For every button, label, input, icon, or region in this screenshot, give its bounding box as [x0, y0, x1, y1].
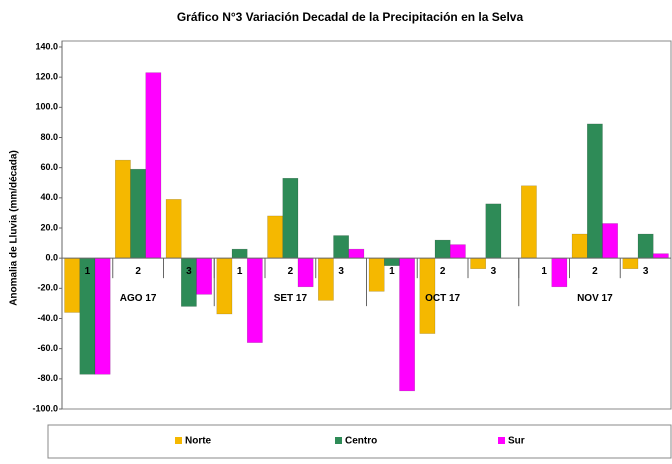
bar: [196, 257, 212, 295]
bar: [571, 233, 588, 259]
bar: [318, 257, 334, 301]
x-tick-label: 1: [85, 266, 91, 277]
bar: [231, 248, 248, 259]
bar: [551, 257, 568, 288]
legend-swatch: [498, 437, 505, 444]
y-tick-label: -60.0: [37, 343, 58, 353]
bar: [216, 257, 233, 315]
bar: [348, 248, 365, 259]
bar: [449, 244, 466, 259]
bar: [282, 177, 299, 259]
legend-label: Centro: [345, 436, 377, 447]
bar: [246, 257, 263, 343]
y-tick-label: -80.0: [37, 373, 58, 383]
y-tick-label: 120.0: [35, 72, 58, 82]
bar: [115, 159, 131, 259]
legend-label: Norte: [185, 436, 212, 447]
y-axis-title: Anomalia de Lluvia (mm/década): [9, 150, 20, 306]
x-tick-label: 3: [643, 266, 649, 277]
legend-label: Sur: [508, 436, 525, 447]
bar: [602, 223, 618, 259]
bar: [485, 203, 502, 259]
bar: [399, 257, 415, 392]
group-label: NOV 17: [577, 293, 613, 304]
bar: [94, 257, 111, 375]
x-tick-label: 2: [440, 266, 446, 277]
y-tick-label: 60.0: [40, 162, 58, 172]
y-tick-label: 0.0: [45, 253, 58, 263]
bar: [64, 257, 81, 313]
y-tick-label: -100.0: [32, 403, 58, 413]
x-tick-label: 3: [338, 266, 344, 277]
bar: [333, 235, 349, 259]
bar: [165, 199, 182, 259]
bar: [622, 257, 639, 269]
x-tick-label: 1: [237, 266, 243, 277]
bar: [130, 168, 146, 259]
y-tick-label: 100.0: [35, 102, 58, 112]
x-tick-label: 3: [491, 266, 497, 277]
chart-title: Gráfico N°3 Variación Decadal de la Prec…: [177, 10, 524, 24]
bar: [652, 253, 669, 259]
bar: [470, 257, 487, 269]
y-tick-label: -20.0: [37, 283, 58, 293]
legend-swatch: [175, 437, 182, 444]
bar: [521, 185, 537, 259]
x-tick-label: 2: [135, 266, 141, 277]
x-tick-label: 1: [389, 266, 395, 277]
bar: [368, 257, 385, 292]
group-label: SET 17: [274, 293, 308, 304]
bar: [297, 257, 314, 288]
group-label: AGO 17: [120, 293, 157, 304]
y-tick-label: 80.0: [40, 132, 58, 142]
bar: [145, 72, 162, 259]
legend-box: [47, 424, 672, 459]
x-tick-label: 1: [541, 266, 547, 277]
x-tick-label: 2: [288, 266, 294, 277]
x-tick-label: 3: [186, 266, 192, 277]
x-tick-label: 2: [592, 266, 598, 277]
y-tick-label: 140.0: [35, 41, 58, 51]
legend-swatch: [335, 437, 342, 444]
bar: [384, 257, 400, 266]
bar: [637, 233, 654, 259]
group-label: OCT 17: [425, 293, 460, 304]
bar: [587, 123, 603, 259]
bar: [267, 215, 284, 259]
y-tick-label: -40.0: [37, 313, 58, 323]
y-tick-label: 40.0: [40, 192, 58, 202]
y-tick-label: 20.0: [40, 222, 58, 232]
bar: [434, 239, 451, 259]
